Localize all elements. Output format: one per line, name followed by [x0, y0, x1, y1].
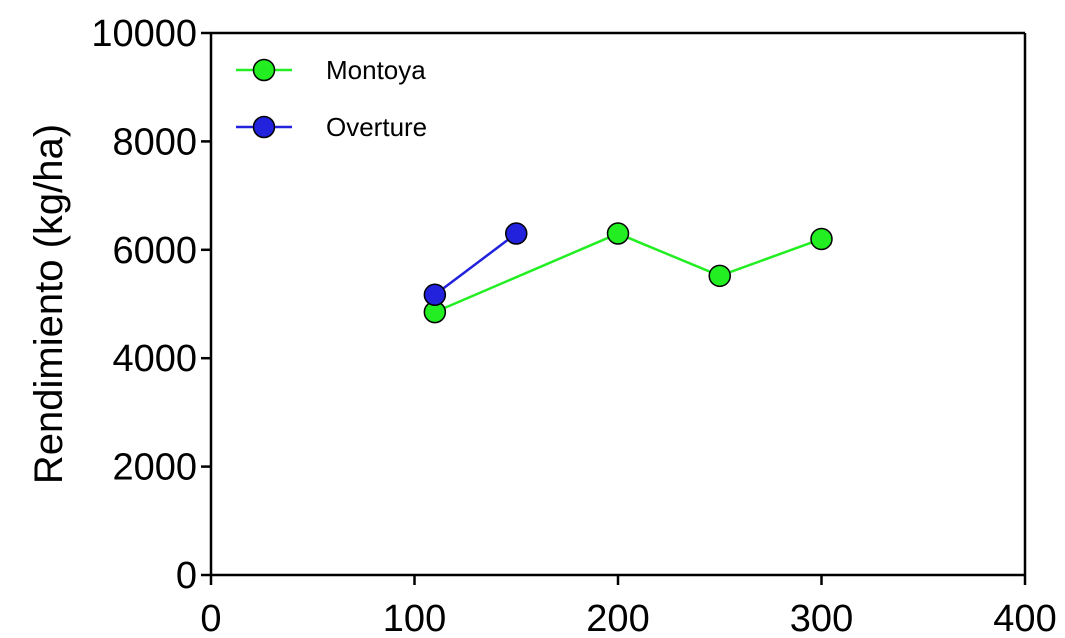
- x-tick-label: 400: [993, 598, 1056, 638]
- legend-label-montoya: Montoya: [326, 55, 426, 85]
- data-point-montoya: [606, 222, 630, 245]
- legend: Montoya Overture: [236, 55, 427, 142]
- x-tick-label: 200: [586, 598, 649, 638]
- y-tick-label: 2000: [112, 447, 197, 489]
- legend-marker-montoya: [252, 58, 276, 82]
- y-tick-label: 0: [176, 555, 197, 597]
- legend-marker-overture: [252, 115, 276, 139]
- x-tick-label: 100: [383, 598, 446, 638]
- x-ticks: 0 100 200 300 400: [200, 575, 1057, 638]
- data-point-montoya: [708, 264, 731, 288]
- y-ticks: 0 2000 4000 6000 8000 10000: [91, 13, 211, 597]
- y-axis-title: Rendimiento (kg/ha): [27, 124, 71, 484]
- data-point-overture: [423, 283, 447, 307]
- series-line-montoya: [434, 232, 822, 314]
- data-point-montoya: [810, 227, 833, 251]
- y-tick-label: 8000: [112, 121, 197, 163]
- x-tick-label: 300: [790, 598, 853, 638]
- series-layer: [423, 222, 833, 324]
- data-point-overture: [505, 222, 528, 245]
- y-tick-label: 4000: [112, 338, 197, 380]
- y-tick-label: 6000: [112, 230, 197, 272]
- series-line-overture: [434, 232, 518, 296]
- x-tick-label: 0: [200, 598, 221, 638]
- y-tick-label: 10000: [91, 13, 197, 55]
- legend-label-overture: Overture: [326, 112, 427, 142]
